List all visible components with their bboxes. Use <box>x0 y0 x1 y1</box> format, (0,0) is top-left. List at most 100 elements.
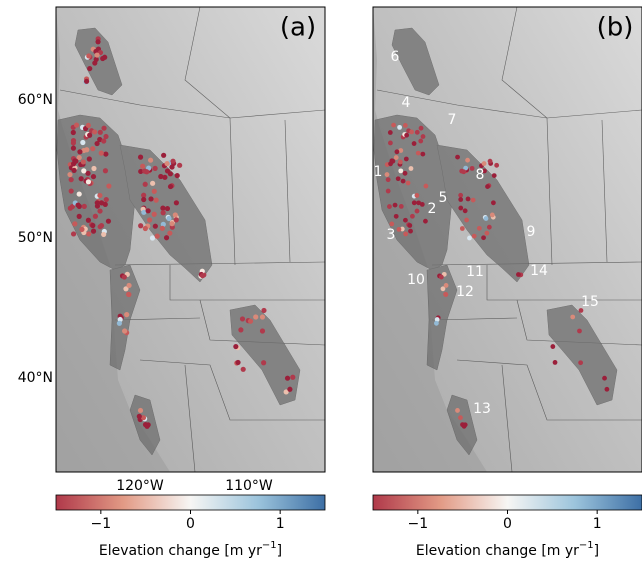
glacier-dot <box>170 159 175 164</box>
glacier-dot <box>77 214 82 219</box>
glacier-dot <box>67 172 72 177</box>
glacier-dot <box>97 193 102 198</box>
glacier-dot <box>177 163 182 168</box>
glacier-dot <box>117 321 122 326</box>
glacier-dot <box>90 223 95 228</box>
glacier-dot <box>153 166 158 171</box>
glacier-dot <box>103 134 108 139</box>
glacier-dot <box>472 234 477 239</box>
glacier-dot <box>460 226 465 231</box>
glacier-dot <box>71 168 76 173</box>
glacier-dot <box>86 179 91 184</box>
glacier-dot <box>416 151 421 156</box>
glacier-dot <box>82 204 87 209</box>
glacier-dot <box>86 123 91 128</box>
glacier-dot <box>421 134 426 139</box>
glacier-dot <box>458 193 463 198</box>
region-number: 13 <box>473 401 491 417</box>
glacier-dot <box>95 39 100 44</box>
figure: (a) (b) 60°N50°N40°N120°W110°W1234567891… <box>0 0 642 561</box>
glacier-dot <box>386 189 391 194</box>
glacier-dot <box>443 292 448 297</box>
region-number: 8 <box>476 167 485 183</box>
region-number: 12 <box>456 284 474 300</box>
glacier-dot <box>409 130 414 135</box>
glacier-dot <box>406 181 411 186</box>
region-number: 11 <box>466 264 484 280</box>
map-b <box>373 7 642 472</box>
glacier-dot <box>101 126 106 131</box>
colorbar-tick-label: −1 <box>91 516 112 532</box>
glacier-dot <box>420 152 425 157</box>
glacier-dot <box>169 221 174 226</box>
colorbar-label: Elevation change [m yr−1] <box>99 540 282 559</box>
glacier-dot <box>98 224 103 229</box>
glacier-dot <box>141 197 146 202</box>
glacier-dot <box>482 161 487 166</box>
glacier-dot <box>260 328 265 333</box>
glacier-dot <box>409 166 414 171</box>
glacier-dot <box>403 232 408 237</box>
glacier-dot <box>488 159 493 164</box>
glacier-dot <box>260 314 265 319</box>
glacier-dot <box>101 138 106 143</box>
glacier-dot <box>166 216 171 221</box>
glacier-dot <box>465 158 470 163</box>
glacier-dot <box>145 424 150 429</box>
glacier-dot <box>103 168 108 173</box>
glacier-dot <box>553 360 558 365</box>
glacier-dot <box>140 164 145 169</box>
colorbar-tick-label: −1 <box>408 516 429 532</box>
glacier-dot <box>394 214 399 219</box>
panel-label: (a) <box>280 13 316 43</box>
glacier-dot <box>143 226 148 231</box>
glacier-dot <box>424 184 429 189</box>
glacier-dot <box>434 321 439 326</box>
glacier-dot <box>87 133 92 138</box>
glacier-dot <box>160 226 165 231</box>
glacier-dot <box>122 274 127 279</box>
glacier-dot <box>290 375 295 380</box>
glacier-dot <box>490 213 495 218</box>
glacier-dot <box>393 203 398 208</box>
glacier-dot <box>385 172 390 177</box>
glacier-dot <box>455 408 460 413</box>
glacier-dot <box>86 231 91 236</box>
glacier-dot <box>484 231 489 236</box>
glacier-dot <box>397 125 402 130</box>
map-a <box>56 7 325 472</box>
glacier-dot <box>138 154 143 159</box>
region-number: 6 <box>391 49 400 65</box>
glacier-dot <box>71 130 76 135</box>
glacier-dot <box>391 123 396 128</box>
glacier-dot <box>94 141 99 146</box>
glacier-dot <box>87 156 92 161</box>
latitude-label: 50°N <box>18 230 53 246</box>
glacier-dot <box>79 227 84 232</box>
glacier-dot <box>87 66 92 71</box>
colorbar-tick-label: 1 <box>593 516 602 532</box>
glacier-dot <box>90 146 95 151</box>
glacier-dot <box>248 319 253 324</box>
glacier-dot <box>462 424 467 429</box>
colorbar-label-part: Elevation change [m yr <box>99 543 262 559</box>
glacier-dot <box>390 159 395 164</box>
glacier-dot <box>439 275 444 280</box>
glacier-dot <box>86 53 91 58</box>
glacier-dot <box>458 415 463 420</box>
glacier-dot <box>93 214 98 219</box>
longitude-label: 120°W <box>116 478 164 494</box>
glacier-dot <box>77 191 82 196</box>
glacier-dot <box>467 236 472 241</box>
glacier-dot <box>404 133 409 138</box>
glacier-dot <box>77 149 82 154</box>
glacier-dot <box>414 193 419 198</box>
glacier-dot <box>103 151 108 156</box>
colorbar <box>56 495 325 510</box>
glacier-dot <box>173 212 178 217</box>
glacier-dot <box>404 157 409 162</box>
glacier-dot <box>403 123 408 128</box>
glacier-dot <box>152 212 157 217</box>
colorbar-label-part: −1 <box>579 540 594 551</box>
glacier-dot <box>388 130 393 135</box>
